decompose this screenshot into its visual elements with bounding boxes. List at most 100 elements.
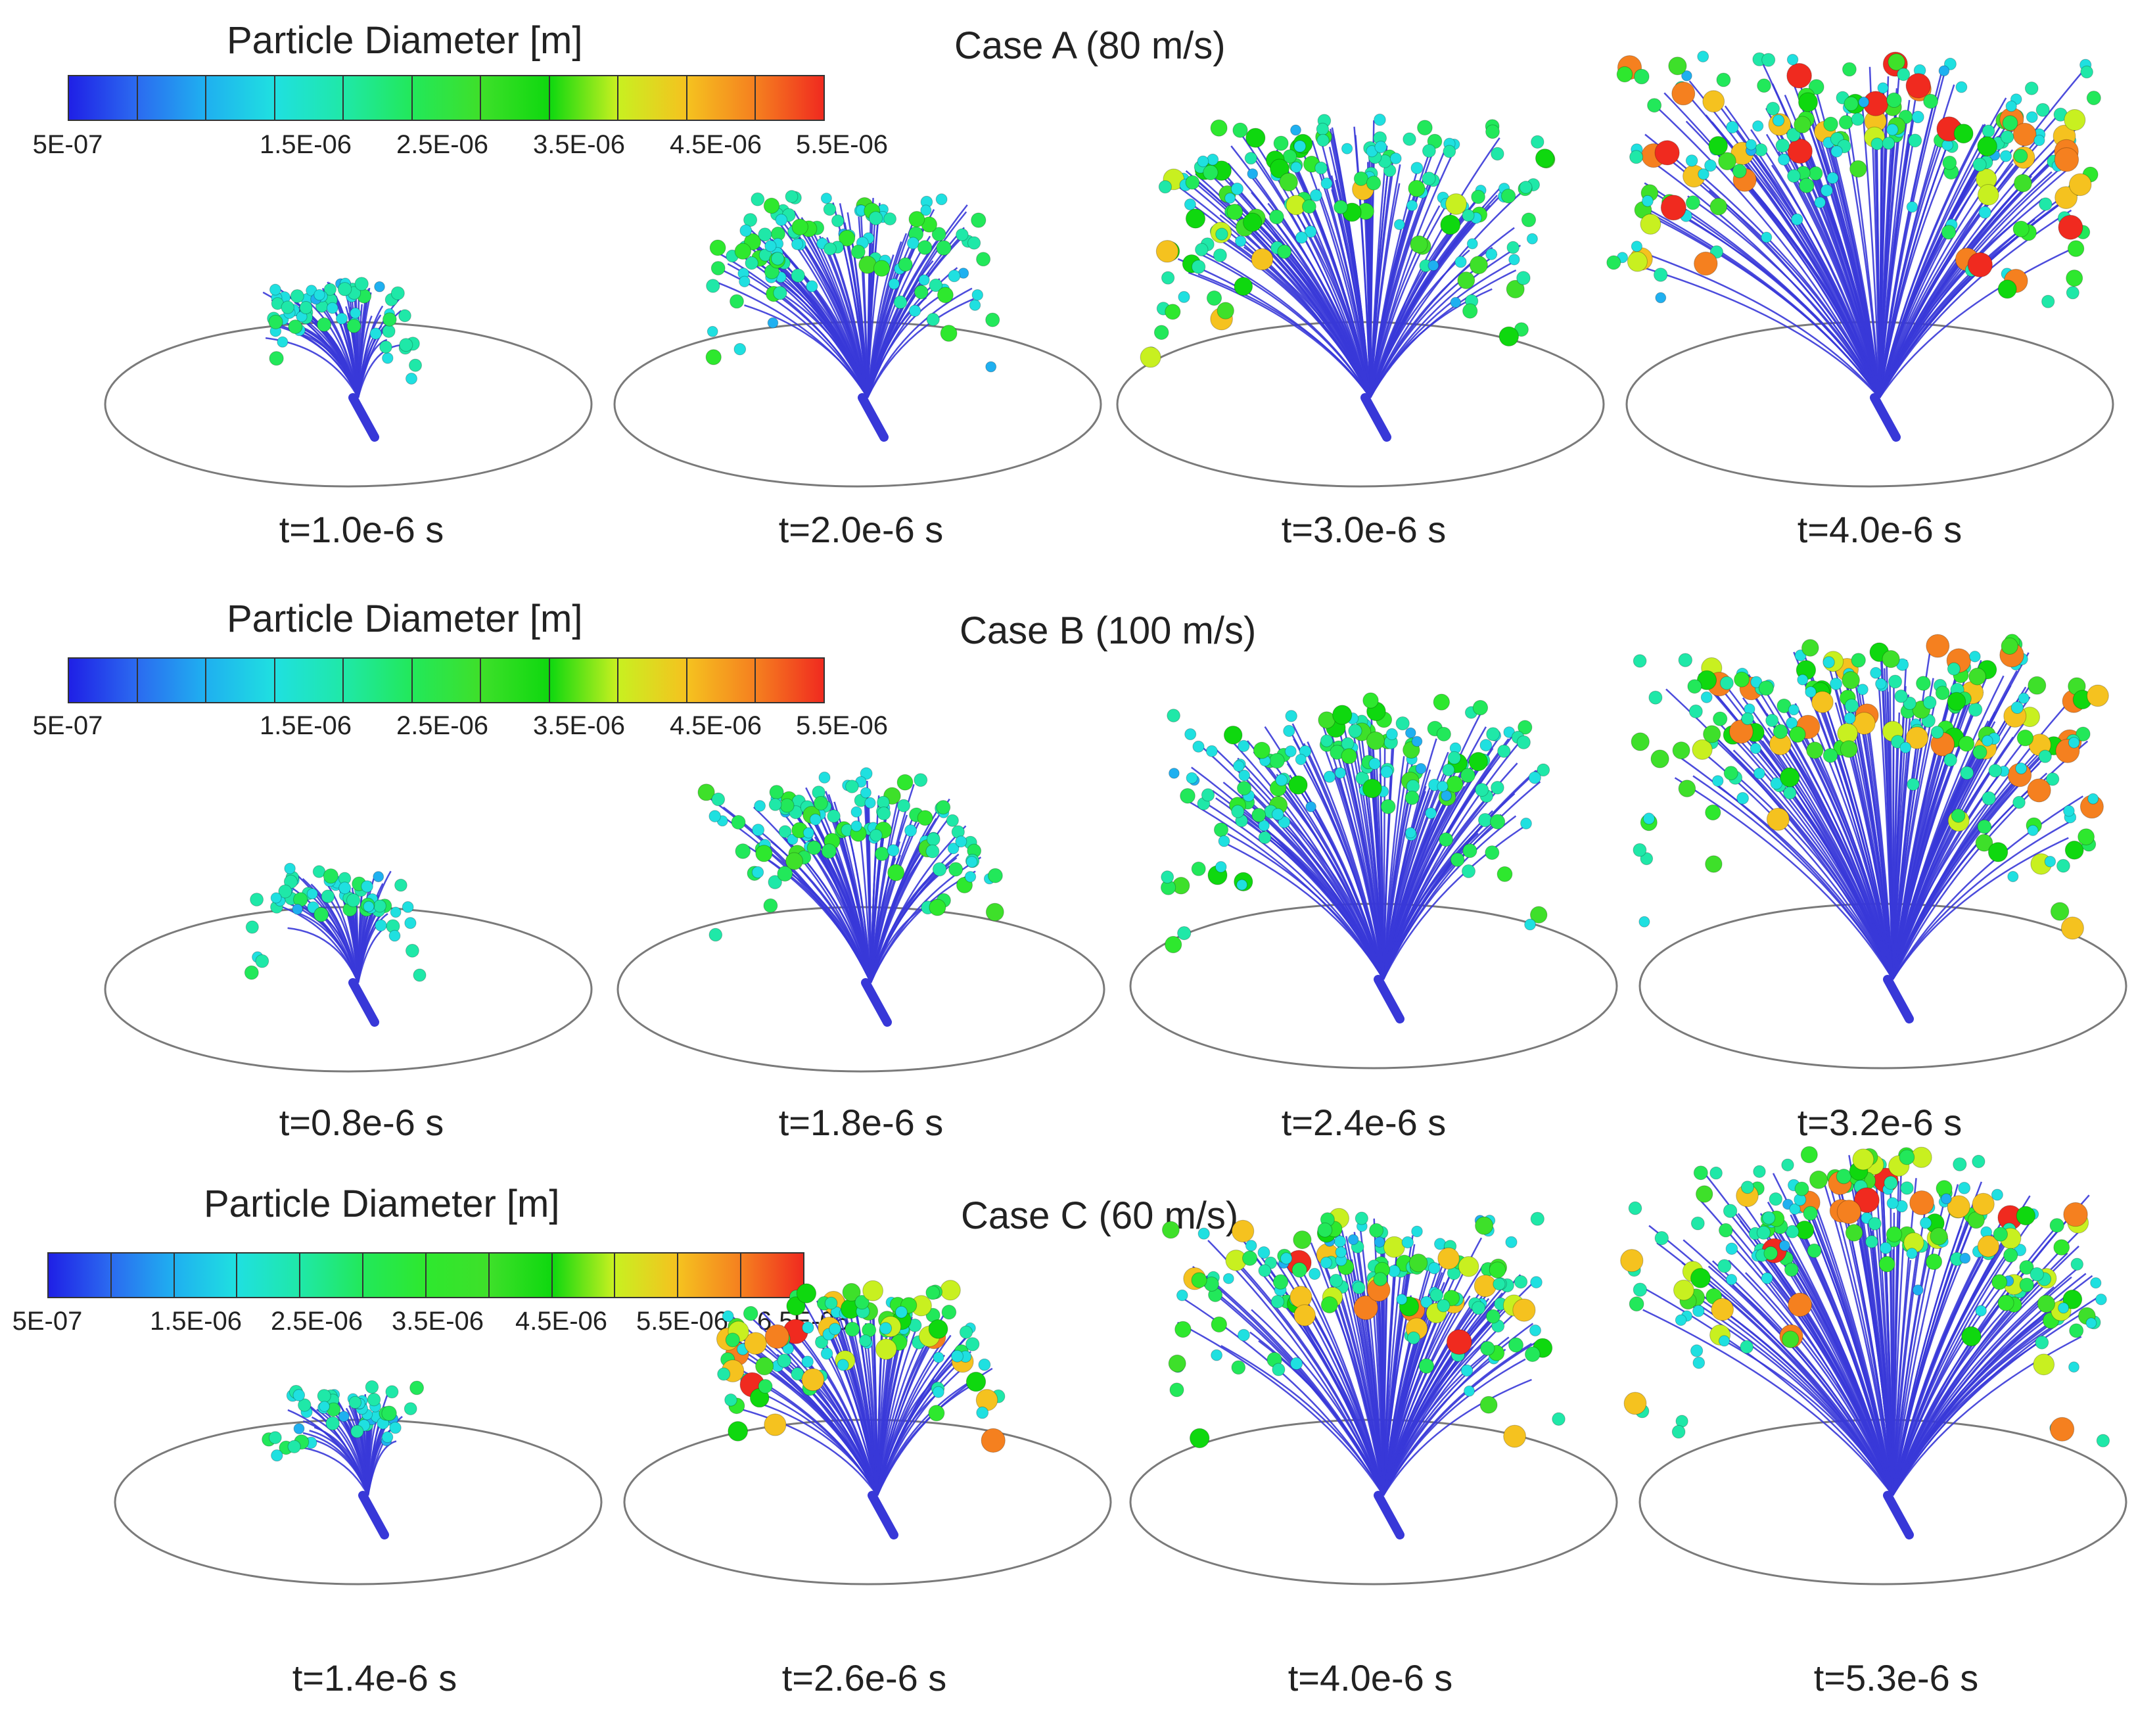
colorbar-segment (756, 659, 824, 702)
colorbar-segment (618, 659, 687, 702)
tick-label: 5.5E-06 (636, 1307, 729, 1336)
colorbar-segment (206, 659, 275, 702)
spray-panel (0, 1157, 2136, 1736)
case-c-row: Particle Diameter [m] Case C (60 m/s) 5E… (0, 1146, 2136, 1736)
colorbar-segment (615, 1254, 679, 1297)
colorbar-segment (687, 659, 756, 702)
droplets (262, 1380, 424, 1462)
legend-title: Particle Diameter [m] (204, 1183, 560, 1225)
time-label: t=4.0e-6 s (1288, 1657, 1453, 1699)
colorbar-segment (687, 76, 756, 120)
colorbar (47, 1252, 804, 1298)
colorbar-segment (237, 1254, 301, 1297)
case-title: Case A (80 m/s) (954, 24, 1226, 67)
colorbar-segment (174, 1254, 238, 1297)
colorbar-segment (741, 1254, 803, 1297)
droplets (1162, 1208, 1566, 1449)
spray-svg (104, 862, 593, 1073)
spray-svg (1129, 1208, 1618, 1585)
case-title: Case B (100 m/s) (960, 609, 1257, 652)
case-a-row: Particle Diameter [m] Case A (80 m/s) 5E… (0, 0, 2136, 578)
time-label: t=2.0e-6 s (778, 509, 944, 550)
droplets (1631, 634, 2109, 940)
colorbar-segment (549, 659, 619, 702)
jet-stem (1374, 975, 1405, 1023)
time-label: t=5.3e-6 s (1813, 1657, 1979, 1699)
colorbar-segment (549, 76, 619, 120)
droplets (267, 277, 422, 385)
jet-stem (858, 393, 889, 442)
colorbar-segment (69, 76, 138, 120)
time-label: t=2.4e-6 s (1281, 1102, 1447, 1143)
tick-label: 1.5E-06 (149, 1307, 243, 1336)
colorbar-segment (137, 76, 207, 120)
colorbar-tick-labels: 5E-07 1.5E-06 2.5E-06 3.5E-06 4.5E-06 5.… (33, 711, 888, 744)
time-label: t=4.0e-6 s (1797, 509, 1962, 550)
colorbar-segment (481, 76, 550, 120)
colorbar-segment (137, 659, 207, 702)
spray-svg (613, 190, 1102, 488)
spray-svg (114, 1380, 603, 1585)
spray-svg (623, 1280, 1112, 1585)
spray-panel (0, 578, 2136, 1157)
colorbar-segment (69, 659, 138, 702)
colorbar-segment (344, 659, 413, 702)
spray-panel (0, 578, 2136, 1157)
tick-label: 2.5E-06 (270, 1307, 363, 1336)
spray-panel (0, 578, 2136, 1157)
jet-stem (861, 978, 892, 1027)
jet-stem (1374, 1491, 1405, 1539)
jet-stem (358, 1491, 389, 1539)
trajectory-lines (715, 198, 974, 398)
colorbar-segment (552, 1254, 616, 1297)
jet-stem (1360, 393, 1391, 442)
jet-stem (348, 978, 379, 1027)
colorbar-segment (412, 659, 482, 702)
colorbar-segment (111, 1254, 175, 1297)
spray-svg (1620, 1146, 2127, 1585)
spray-panel (0, 1146, 2136, 1736)
time-label: t=3.0e-6 s (1281, 509, 1447, 550)
colorbar-segment (363, 1254, 427, 1297)
legend-title: Particle Diameter [m] (227, 598, 583, 640)
jet-stem (1870, 393, 1901, 442)
jet-stem (348, 393, 379, 442)
droplets (705, 190, 1000, 373)
time-label: t=3.2e-6 s (1797, 1102, 1962, 1143)
droplets (716, 1280, 1006, 1453)
case-title: Case C (60 m/s) (961, 1194, 1239, 1237)
jet-stem (868, 1491, 898, 1539)
colorbar-segment (49, 1254, 112, 1297)
droplets (1620, 1146, 2110, 1447)
colorbar-segment (300, 1254, 364, 1297)
case-b-row: Particle Diameter [m] Case B (100 m/s) 5… (0, 578, 2136, 1157)
colorbar-segment (489, 1254, 553, 1297)
spray-svg (1606, 51, 2114, 488)
tick-label: 5.5E-06 (795, 130, 889, 159)
droplets (1161, 692, 1550, 954)
jet-stem (1883, 1491, 1914, 1539)
substrate-ellipse (616, 906, 1105, 1073)
time-label: t=1.0e-6 s (279, 509, 444, 550)
spray-panel (0, 1157, 2136, 1736)
spray-svg (104, 277, 593, 488)
jet-stem (1883, 975, 1914, 1023)
tick-label: 1.5E-06 (259, 130, 352, 159)
colorbar-segment (756, 76, 824, 120)
tick-label: 5E-07 (12, 1307, 83, 1336)
colorbar-segment (426, 1254, 490, 1297)
trajectory-lines (1188, 704, 1541, 980)
colorbar-segment (275, 76, 344, 120)
colorbar-segment (275, 659, 344, 702)
spray-panel (0, 0, 2136, 578)
spray-panel (0, 0, 2136, 578)
colorbar (68, 657, 825, 703)
tick-label: 2.5E-06 (396, 711, 489, 740)
colorbar-segment (618, 76, 687, 120)
trajectory-lines (1174, 120, 1530, 398)
tick-label: 1.5E-06 (259, 711, 352, 740)
tick-label: 5.5E-06 (795, 711, 889, 740)
tick-label: 4.5E-06 (669, 130, 762, 159)
colorbar-segment (412, 76, 482, 120)
legend-title: Particle Diameter [m] (227, 19, 583, 62)
